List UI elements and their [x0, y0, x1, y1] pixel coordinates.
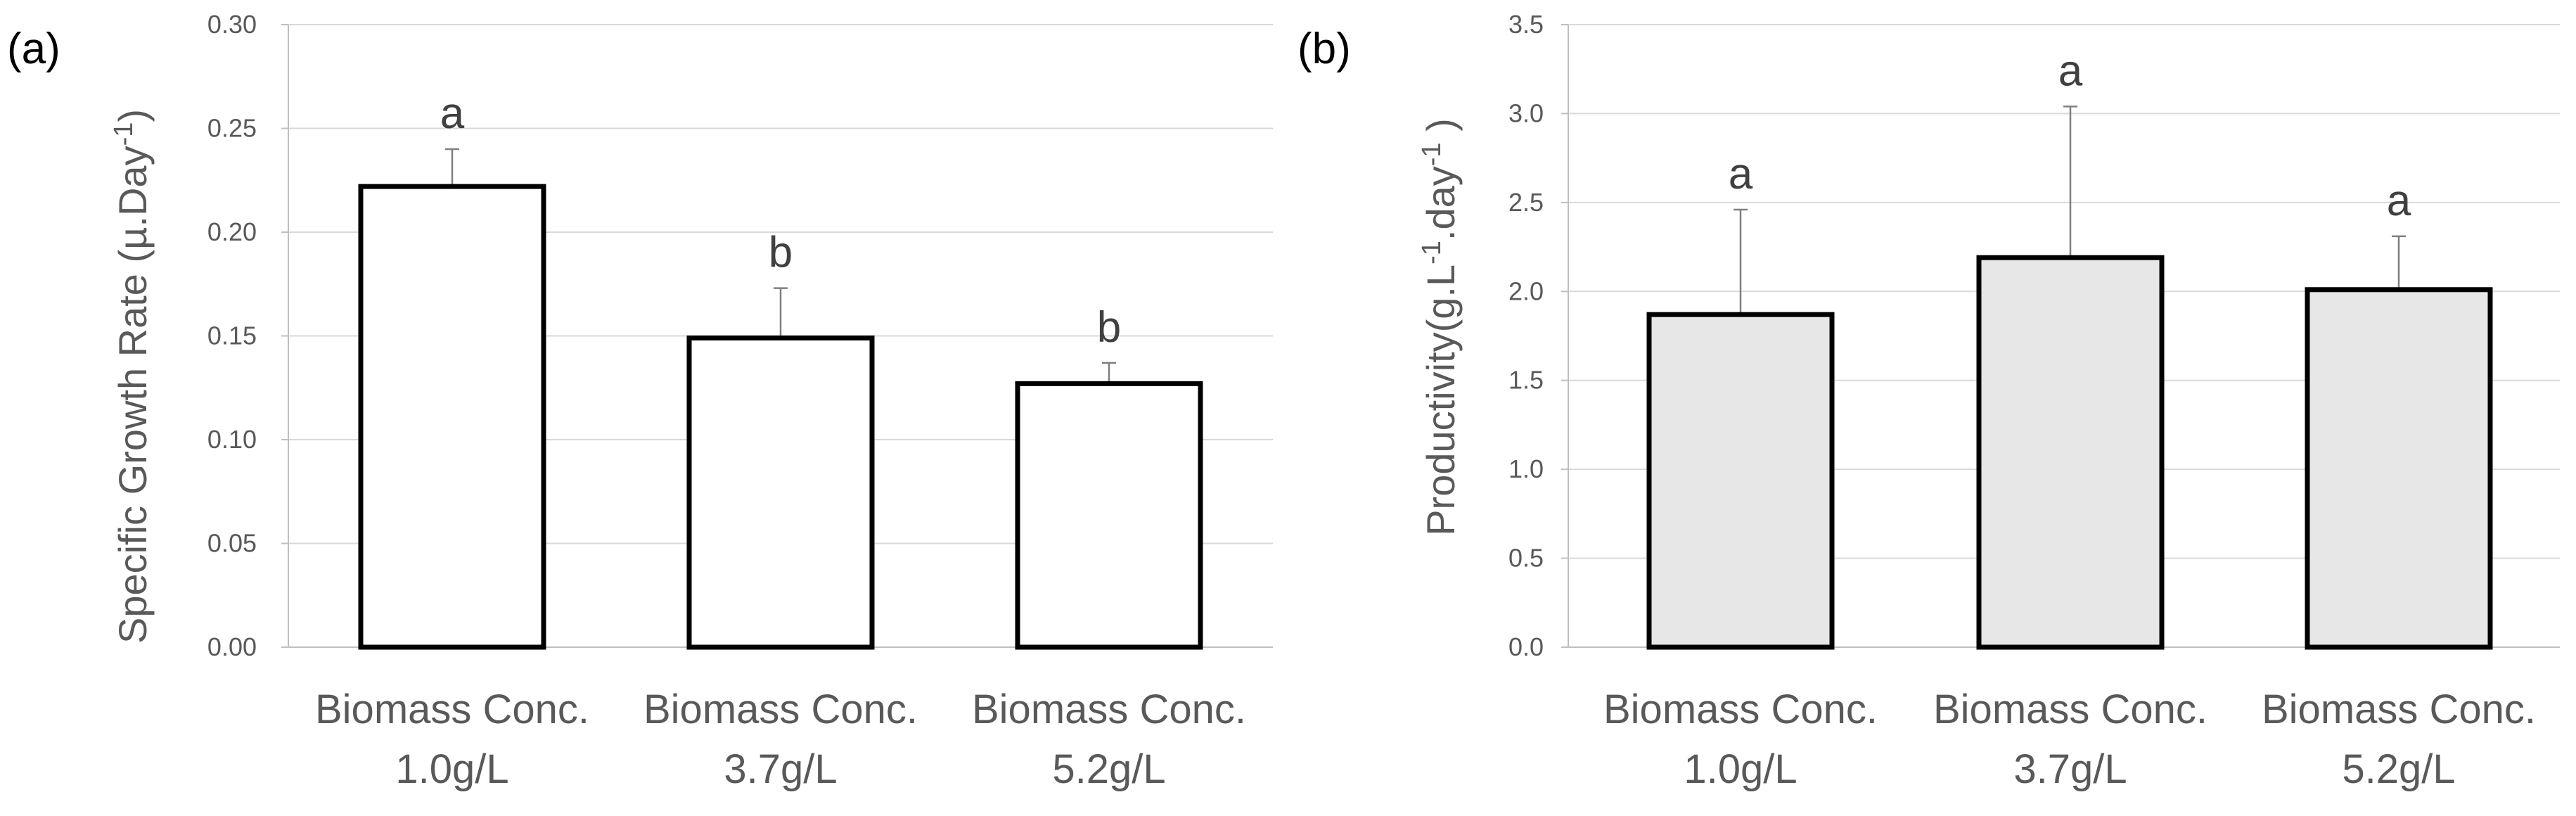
- y-tick-label: 1.0: [1508, 454, 1544, 483]
- x-categories-b: Biomass Conc. 1.0g/L Biomass Conc. 3.7g/L Bi…: [1603, 687, 2536, 792]
- x-category-label-line1: Biomass Conc.: [1603, 687, 1878, 732]
- y-axis-title-b-sup2: -1: [1417, 142, 1447, 166]
- y-axis-title-b-end: ): [1418, 118, 1463, 142]
- y-tick-label: 2.0: [1508, 276, 1544, 305]
- chart-panel-a: (a) Specific Growth Rate (µ.Day-1) 0.000…: [7, 10, 1273, 792]
- y-tick-label: 3.5: [1508, 10, 1544, 39]
- y-axis-title-b-mid: .day: [1418, 166, 1463, 241]
- y-tick-label: 0.20: [207, 217, 257, 246]
- bars-b: a a a: [1646, 46, 2493, 650]
- bar: [1976, 255, 2165, 650]
- x-category-label-line1: Biomass Conc.: [2262, 687, 2536, 732]
- y-axis-title-a-main: Specific Growth Rate (µ.Day: [110, 146, 155, 644]
- x-category-label-line1: Biomass Conc.: [643, 687, 918, 732]
- x-category-label-line2: 1.0g/L: [1684, 746, 1797, 792]
- significance-letter: b: [769, 229, 793, 277]
- y-axis-title-b: Productivity(g.L-1.day-1 ): [1417, 118, 1463, 536]
- y-axis-title-b-sup1: -1: [1417, 241, 1447, 264]
- y-ticks-a: 0.00 0.05 0.10 0.15 0.20 0.25 0.30: [207, 10, 1273, 661]
- bar: [2305, 287, 2493, 650]
- significance-letter: a: [2058, 46, 2083, 95]
- x-category-label-line2: 5.2g/L: [1052, 746, 1165, 792]
- y-tick-label: 3.0: [1508, 98, 1544, 127]
- x-category-label-line2: 1.0g/L: [395, 746, 508, 792]
- x-category-label-line2: 3.7g/L: [724, 746, 837, 792]
- x-category-label-line1: Biomass Conc.: [972, 687, 1246, 732]
- y-tick-label: 0.15: [207, 321, 257, 350]
- y-tick-label: 1.5: [1508, 366, 1544, 395]
- y-tick-label: 0.0: [1508, 632, 1544, 661]
- bar: [686, 335, 875, 650]
- y-tick-label: 0.10: [207, 425, 257, 454]
- y-axis-title-a: Specific Growth Rate (µ.Day-1): [109, 109, 155, 644]
- y-tick-label: 0.25: [207, 114, 257, 143]
- bars-a: a b b: [358, 89, 1203, 650]
- significance-letter: b: [1097, 303, 1121, 352]
- panel-label-a: (a): [7, 25, 60, 73]
- y-tick-label: 0.00: [207, 632, 257, 661]
- y-tick-label: 0.5: [1508, 544, 1544, 573]
- y-axis-title-a-sup: -1: [109, 122, 139, 146]
- significance-letter: a: [1729, 150, 1753, 198]
- y-tick-label: 0.30: [207, 10, 257, 39]
- x-categories-a: Biomass Conc. 1.0g/L Biomass Conc. 3.7g/L Bi…: [315, 687, 1246, 792]
- y-axis-title-a-end: ): [110, 109, 155, 122]
- y-tick-label: 0.05: [207, 529, 257, 558]
- y-tick-label: 2.5: [1508, 188, 1544, 217]
- bar: [1015, 381, 1203, 650]
- x-category-label-line2: 5.2g/L: [2342, 746, 2455, 792]
- x-category-label-line1: Biomass Conc.: [1933, 687, 2207, 732]
- significance-letter: a: [440, 89, 465, 138]
- bar: [358, 184, 546, 650]
- y-axis-title-b-main: Productivity(g.L: [1418, 264, 1463, 536]
- chart-panel-b: (b) Productivity(g.L-1.day-1 ) 0.00.51.0…: [1297, 10, 2560, 792]
- bar: [1646, 312, 1835, 650]
- panel-label-b: (b): [1297, 25, 1351, 73]
- x-category-label-line1: Biomass Conc.: [315, 687, 589, 732]
- significance-letter: a: [2387, 177, 2411, 225]
- x-category-label-line2: 3.7g/L: [2013, 746, 2127, 792]
